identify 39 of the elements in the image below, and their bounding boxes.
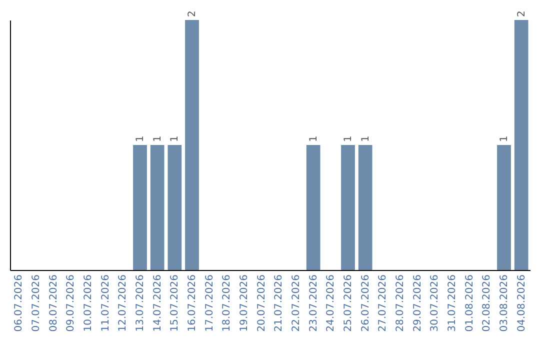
x-tick-label: 03.08.2026: [499, 274, 510, 332]
x-tick-label: 31.07.2026: [447, 274, 458, 332]
x-tick-label: 01.08.2026: [464, 274, 476, 332]
x-tick-label: 19.07.2026: [239, 274, 250, 332]
x-tick-label: 12.07.2026: [118, 274, 129, 332]
data-label: 1: [343, 136, 354, 142]
x-tick-label: 16.07.2026: [187, 274, 198, 332]
x-tick-label: 22.07.2026: [291, 274, 302, 332]
x-tick-label: 13.07.2026: [135, 274, 146, 332]
data-label: 1: [308, 136, 320, 142]
x-tick-label: 07.07.2026: [31, 274, 42, 332]
data-label: 2: [187, 10, 198, 17]
x-tick-label: 11.07.2026: [100, 274, 112, 332]
x-tick-label: 02.08.2026: [482, 274, 493, 332]
x-tick-label: 04.08.2026: [516, 274, 528, 332]
x-tick-label: 17.07.2026: [204, 274, 216, 332]
x-tick-label: 28.07.2026: [395, 274, 406, 332]
x-tick-label: 25.07.2026: [343, 274, 354, 332]
data-label: 1: [135, 136, 146, 142]
x-tick-label: 24.07.2026: [326, 274, 337, 332]
x-tick-label: 18.07.2026: [222, 274, 233, 332]
x-tick-label: 27.07.2026: [378, 274, 389, 332]
x-tick-label: 26.07.2026: [360, 274, 372, 332]
x-tick-label: 30.07.2026: [430, 274, 441, 332]
x-tick-label: 06.07.2026: [14, 274, 25, 332]
x-tick-label: 14.07.2026: [152, 274, 164, 332]
x-tick-label: 29.07.2026: [412, 274, 424, 332]
data-label: 1: [152, 136, 164, 142]
x-tick-label: 15.07.2026: [170, 274, 181, 332]
data-label: 1: [360, 136, 372, 142]
x-tick-label: 21.07.2026: [274, 274, 285, 332]
data-label: 2: [516, 10, 528, 17]
x-tick-label: 20.07.2026: [256, 274, 268, 332]
x-tick-label: 23.07.2026: [308, 274, 320, 332]
x-tick-label: 10.07.2026: [83, 274, 94, 332]
x-tick-label: 09.07.2026: [66, 274, 77, 332]
data-label: 1: [499, 136, 510, 142]
data-label: 1: [170, 136, 181, 142]
x-tick-label: 08.07.2026: [48, 274, 60, 332]
